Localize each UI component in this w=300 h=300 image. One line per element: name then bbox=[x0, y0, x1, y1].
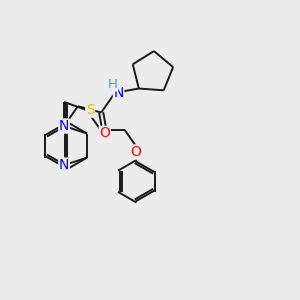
Text: O: O bbox=[99, 126, 110, 140]
Text: N: N bbox=[59, 158, 69, 172]
Text: S: S bbox=[86, 103, 94, 117]
Text: N: N bbox=[59, 119, 69, 133]
Text: N: N bbox=[113, 86, 124, 100]
Text: O: O bbox=[130, 145, 141, 159]
Text: H: H bbox=[108, 78, 118, 91]
